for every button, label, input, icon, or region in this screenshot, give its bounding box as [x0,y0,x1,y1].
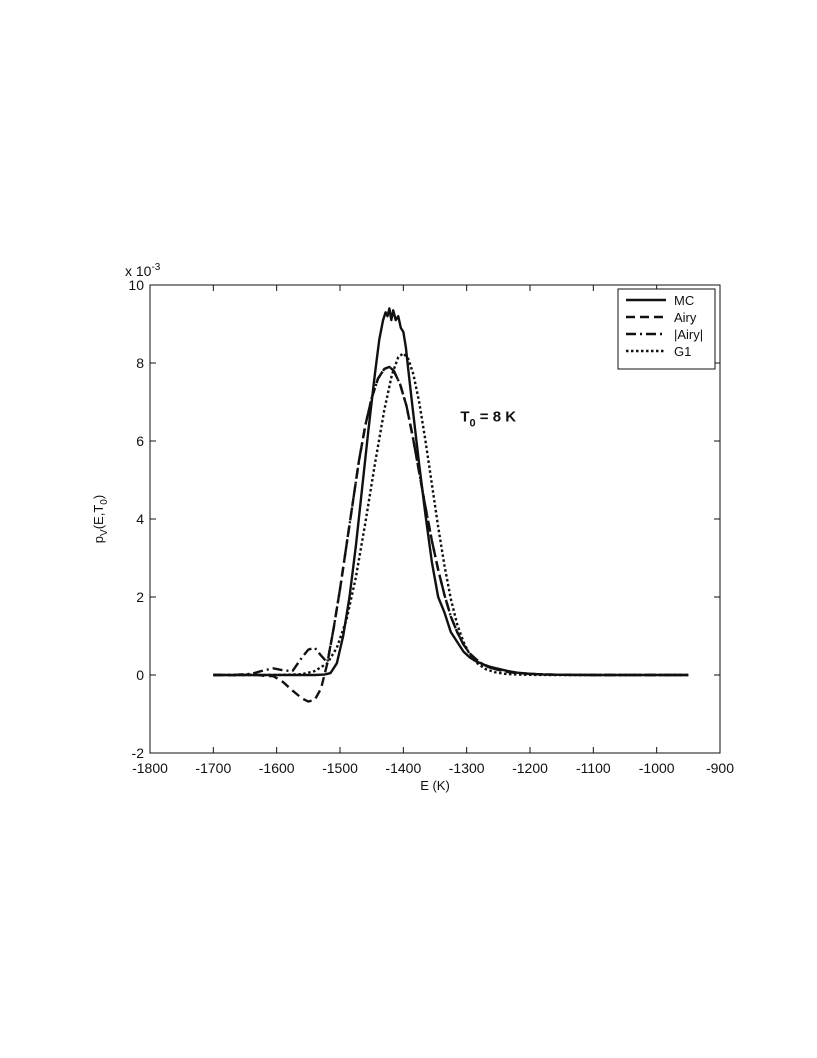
x-tick-label: -1100 [576,760,611,776]
y-axis-title: pV(E,T0) [91,495,110,543]
legend-label: Airy [674,310,697,325]
x-tick-label: -1500 [322,760,358,776]
x-axis-title: E (K) [420,778,450,793]
x-tick-label: -1300 [449,760,485,776]
y-tick-label: 0 [136,667,144,683]
y-tick-label: -2 [132,745,145,761]
x-tick-label: -1800 [132,760,168,776]
legend-label: MC [674,293,694,308]
legend-box [617,288,716,370]
y-tick-label: 10 [128,277,144,293]
legend-label: |Airy| [674,327,703,342]
legend-label: G1 [674,344,691,359]
axis-ticks: -1800 -1700 -1600 -1500 -1400 -1300 -1200 -1100… [128,277,734,776]
y-tick-label: 8 [136,355,144,371]
plot-area: -1800 -1700 -1600 -1500 -1400 -1300 -1200 -1100… [128,277,734,776]
series-line-airy-abs [213,365,689,677]
series-layer [213,307,689,703]
temperature-annotation: T0 = 8 K [460,409,516,430]
y-tick-label: 6 [136,433,144,449]
x-tick-label: -1400 [385,760,421,776]
y-axis-exponent: x 10-3 [125,262,161,279]
x-tick-label: -1700 [195,760,231,776]
x-tick-label: -1600 [259,760,295,776]
series-line-mc [213,307,689,677]
x-tick-label: -1000 [639,760,675,776]
legend: MC Airy |Airy| G1 [617,288,716,370]
series-line-airy [213,365,689,703]
y-tick-label: 4 [136,511,144,527]
y-tick-label: 2 [136,589,144,605]
x-tick-label: -900 [706,760,734,776]
series-line-g1 [213,352,689,677]
x-tick-label: -1200 [512,760,548,776]
